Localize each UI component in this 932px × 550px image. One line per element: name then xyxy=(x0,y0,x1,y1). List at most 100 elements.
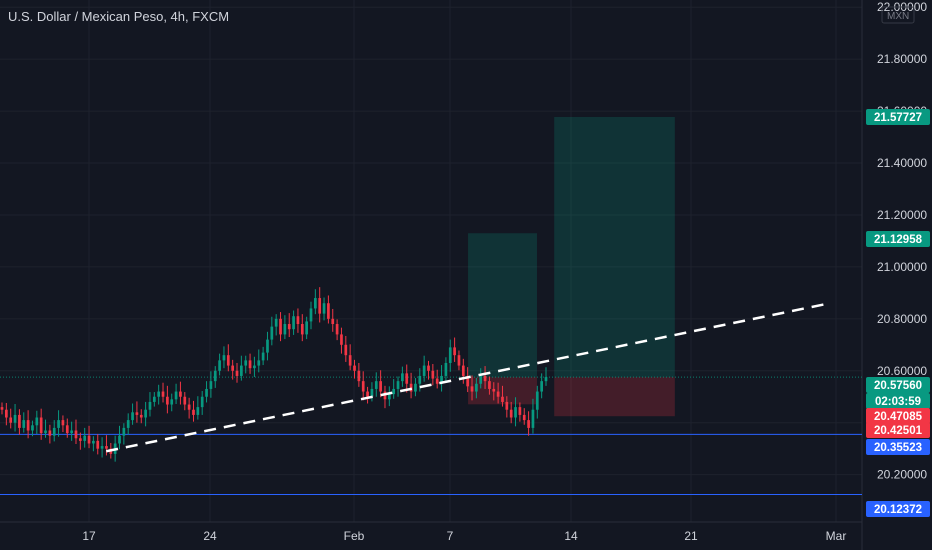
candle-body xyxy=(61,420,65,426)
price-tick-label: 21.80000 xyxy=(877,52,927,66)
price-tick-label: 20.60000 xyxy=(877,364,927,378)
price-label-text: 20.57560 xyxy=(874,380,922,392)
candle-body xyxy=(126,420,130,428)
candle-body xyxy=(213,370,217,382)
candle-body xyxy=(205,388,208,397)
trend-line[interactable] xyxy=(105,302,831,453)
candle-body xyxy=(340,334,343,345)
candle-body xyxy=(139,414,143,418)
price-label-text: 21.12958 xyxy=(874,234,923,246)
candle-body xyxy=(253,365,256,369)
price-label-tag xyxy=(866,109,930,125)
candle-body xyxy=(274,318,278,327)
candle-body xyxy=(83,435,87,441)
price-label-tag xyxy=(866,501,930,517)
candle-body xyxy=(200,396,204,408)
price-labels: 21.57727 21.12958 20.57560 02:03:59 20.47085… xyxy=(866,109,930,517)
candle-body xyxy=(105,446,108,449)
candle-body xyxy=(501,396,504,402)
candle-body xyxy=(488,381,491,389)
candle-body xyxy=(70,430,73,434)
candle-body xyxy=(470,386,474,392)
candle-body xyxy=(270,326,274,340)
position-zones[interactable] xyxy=(468,116,675,417)
candle-body xyxy=(179,391,182,397)
candle-body xyxy=(505,401,509,410)
candle-body xyxy=(44,430,47,434)
price-tick-label: 20.20000 xyxy=(877,468,927,482)
candle-body xyxy=(148,401,152,410)
candle-body xyxy=(357,370,361,382)
candle-body xyxy=(13,414,17,423)
grid-lines xyxy=(0,0,863,550)
candle-body xyxy=(509,409,513,418)
candle-body xyxy=(540,381,543,392)
candle-body xyxy=(483,375,487,382)
candle-body xyxy=(322,303,326,314)
date-tick-label: Feb xyxy=(344,529,365,543)
candle-body xyxy=(48,430,52,436)
price-label-text: 02:03:59 xyxy=(875,396,921,408)
candle-body xyxy=(78,438,82,441)
candle-body xyxy=(5,409,8,418)
candle-body xyxy=(418,375,422,384)
candle-body xyxy=(361,381,365,392)
candle-body xyxy=(344,344,348,356)
candle-body xyxy=(74,430,78,439)
profit-zone[interactable] xyxy=(554,116,675,378)
time-axis[interactable]: 17 24 Feb 7 14 21 Mar xyxy=(82,529,846,543)
candle-body xyxy=(161,391,165,397)
candle-body xyxy=(257,360,261,366)
candle-body xyxy=(544,377,548,382)
candle-body xyxy=(379,381,382,392)
candle-body xyxy=(535,391,539,410)
candle-body xyxy=(92,440,95,444)
loss-zone[interactable] xyxy=(554,377,675,417)
symbol-title: U.S. Dollar / Mexican Peso, 4h, FXCM xyxy=(8,9,230,24)
candle-body xyxy=(370,388,374,397)
candle-body xyxy=(218,360,221,371)
candle-body xyxy=(387,394,391,400)
currency-badge xyxy=(881,6,915,24)
candle-body xyxy=(318,298,322,314)
price-label-text: 20.42501 xyxy=(874,425,923,437)
price-label-text: 20.47085 xyxy=(874,411,923,423)
profit-zone[interactable] xyxy=(468,233,537,378)
candle-body xyxy=(226,355,230,366)
candle-body xyxy=(466,375,470,387)
horizontal-levels[interactable] xyxy=(0,376,862,495)
price-tick-label: 21.40000 xyxy=(877,156,927,170)
candle-body xyxy=(118,435,121,444)
candle-body xyxy=(366,391,369,397)
candle-body xyxy=(244,360,248,366)
candle-body xyxy=(335,324,339,335)
price-tick-label: 21.00000 xyxy=(877,260,927,274)
candle-body xyxy=(166,396,169,405)
candle-body xyxy=(444,362,448,376)
candle-body xyxy=(396,381,400,389)
candle-body xyxy=(414,383,417,392)
candle-body xyxy=(353,365,356,371)
price-label-tag xyxy=(866,439,930,455)
candle-body xyxy=(196,407,200,415)
candle-body xyxy=(26,420,30,431)
candle-body xyxy=(348,355,352,366)
candlesticks xyxy=(0,287,548,462)
candle-body xyxy=(392,388,396,395)
dashed-trendline[interactable] xyxy=(105,302,831,453)
candle-body xyxy=(240,365,243,376)
candle-body xyxy=(209,381,213,389)
candle-body xyxy=(157,391,161,397)
candle-body xyxy=(531,409,535,428)
price-label-text: 20.35523 xyxy=(874,442,922,454)
candle-body xyxy=(65,425,69,434)
price-tick-label: 20.80000 xyxy=(877,312,927,326)
candle-body xyxy=(461,365,465,376)
candle-body xyxy=(183,396,187,405)
candle-body xyxy=(527,420,530,428)
candle-body xyxy=(52,427,56,436)
price-tick-label: 21.20000 xyxy=(877,208,927,222)
price-label-tag xyxy=(866,377,930,393)
candle-body xyxy=(96,440,100,449)
